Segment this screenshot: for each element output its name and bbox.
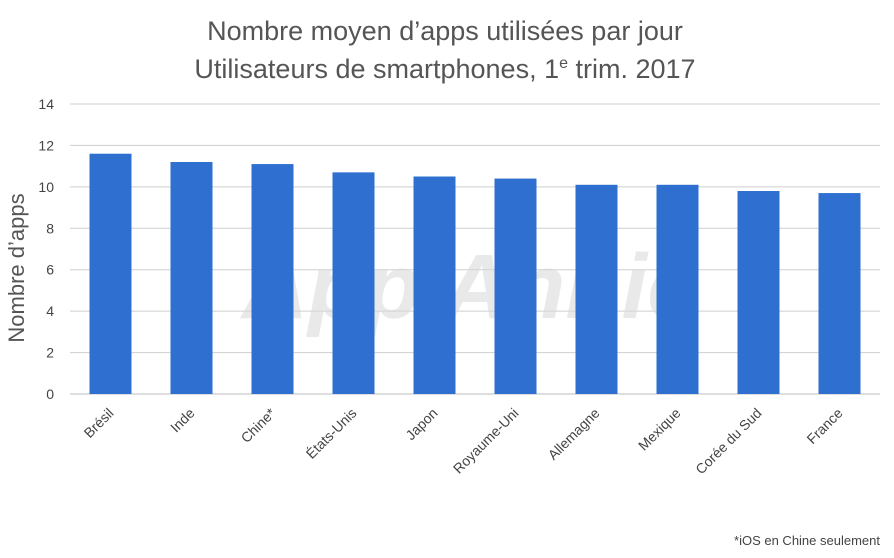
y-axis-label: Nombre d’apps — [4, 193, 29, 342]
footnote: *iOS en Chine seulement — [734, 533, 880, 548]
bar — [818, 193, 861, 394]
y-tick-label: 10 — [38, 179, 54, 195]
x-tick-label: Corée du Sud — [692, 405, 764, 477]
x-tick-label: Chine* — [238, 404, 279, 445]
x-tick-label: Brésil — [81, 405, 117, 441]
y-tick-label: 14 — [38, 96, 54, 112]
y-tick-label: 8 — [46, 220, 54, 236]
bar — [251, 164, 294, 394]
bar — [494, 178, 537, 394]
x-tick-label: États-Unis — [303, 405, 360, 462]
subtitle-superscript: e — [559, 55, 568, 72]
bar — [737, 191, 780, 394]
y-tick-label: 4 — [46, 303, 54, 319]
x-tick-label: Japon — [402, 405, 440, 443]
bar — [170, 162, 213, 394]
bar — [575, 184, 618, 394]
x-axis-ticks: Brésil Inde Chine* États-Unis Japon Royaume-U… — [81, 404, 846, 477]
y-tick-label: 2 — [46, 345, 54, 361]
x-tick-label: Royaume-Uni — [450, 405, 522, 477]
y-axis-ticks: 0 2 4 6 8 10 12 14 — [38, 96, 54, 402]
y-tick-label: 6 — [46, 262, 54, 278]
subtitle-text-before: Utilisateurs de smartphones, 1 — [194, 54, 559, 84]
chart-title: Nombre moyen d’apps utilisées par jour — [207, 16, 683, 46]
y-tick-label: 0 — [46, 386, 54, 402]
x-tick-label: Mexique — [635, 405, 684, 454]
watermark-logo: App Annie — [240, 236, 699, 338]
x-tick-label: Inde — [167, 405, 198, 436]
x-tick-label: France — [803, 405, 845, 447]
subtitle-text-after: trim. 2017 — [568, 54, 696, 84]
x-tick-label: Allemagne — [545, 405, 603, 463]
y-tick-label: 12 — [38, 137, 54, 153]
bar — [413, 176, 456, 394]
bar — [89, 153, 132, 394]
bar — [332, 172, 375, 394]
chart-subtitle: Utilisateurs de smartphones, 1e trim. 20… — [194, 54, 695, 84]
bar — [656, 184, 699, 394]
bars — [89, 153, 861, 394]
